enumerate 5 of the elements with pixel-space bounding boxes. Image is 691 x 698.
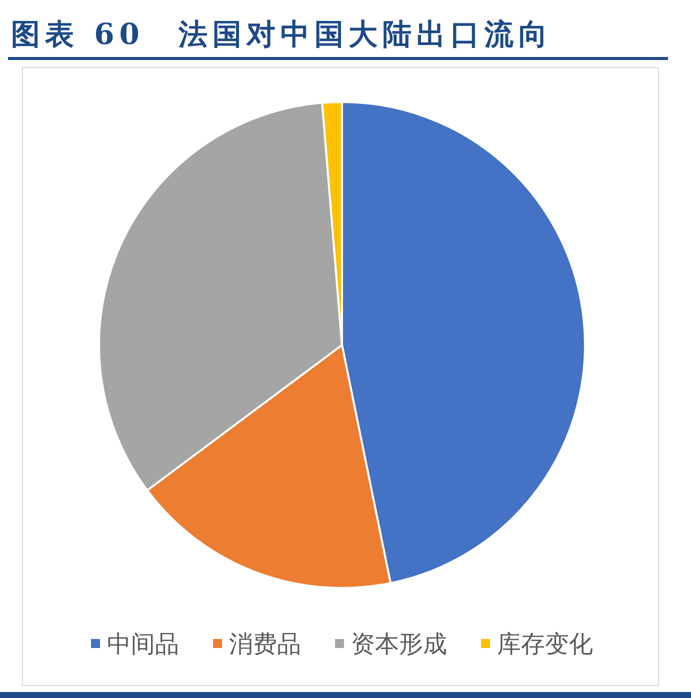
legend-label: 中间品 — [107, 630, 179, 658]
legend-label: 消费品 — [229, 630, 301, 658]
legend-label: 资本形成 — [351, 630, 447, 658]
legend-label: 库存变化 — [497, 630, 593, 658]
chart-title: 图表 60 法国对中国大陆出口流向 — [11, 17, 552, 51]
